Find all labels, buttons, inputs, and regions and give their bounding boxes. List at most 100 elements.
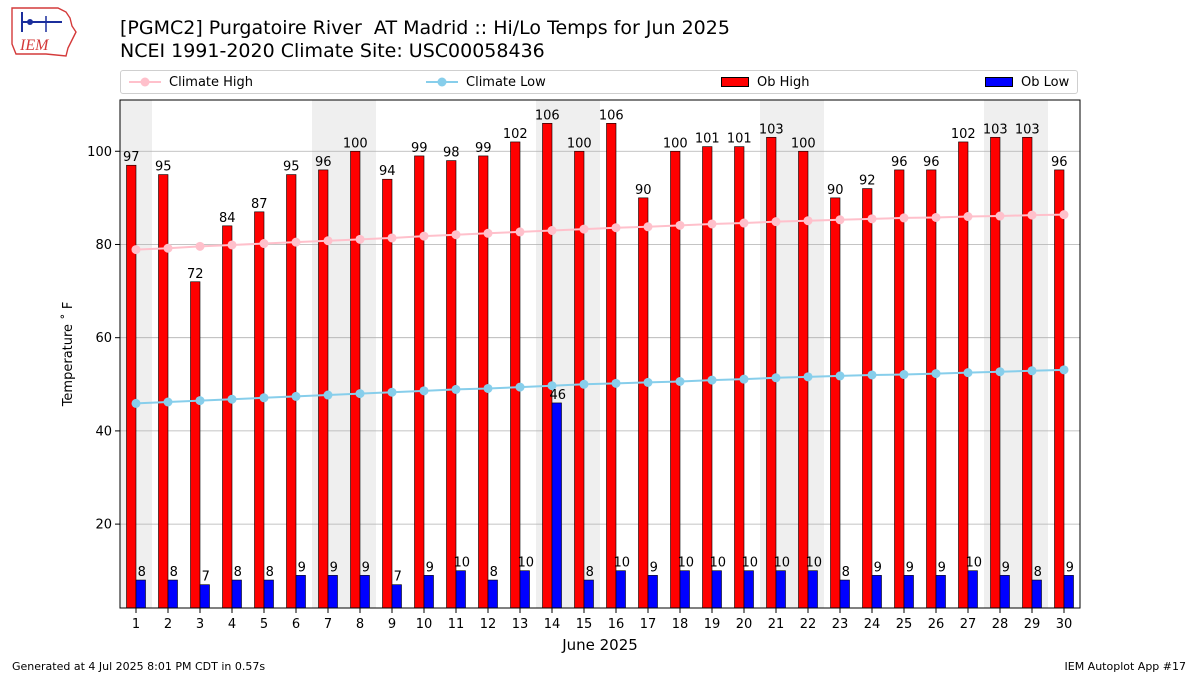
- climate-high-point: [131, 245, 141, 255]
- climate-high-point: [451, 230, 461, 240]
- x-tick-label: 3: [196, 617, 204, 632]
- ob-low-bar: [775, 570, 786, 609]
- ob-low-bar: [903, 575, 914, 609]
- iem-logo: IEM: [11, 7, 77, 57]
- ob-high-value-label: 106: [535, 108, 560, 123]
- x-tick-label: 11: [448, 617, 465, 632]
- ob-high-value-label: 84: [219, 211, 236, 226]
- climate-low-point: [483, 383, 493, 393]
- climate-high-point: [963, 212, 973, 222]
- climate-high-point: [1027, 210, 1037, 220]
- ob-low-value-label: 7: [394, 570, 402, 585]
- climate-low-point: [419, 386, 429, 396]
- ob-high-value-label: 90: [827, 183, 844, 198]
- legend-ob-high: Ob High: [721, 71, 810, 93]
- ob-low-bar: [327, 575, 338, 609]
- climate-low-point: [867, 370, 877, 380]
- y-tick-label: 100: [87, 145, 112, 160]
- ob-low-value-label: 10: [805, 556, 822, 571]
- climate-low-point: [803, 372, 813, 382]
- ob-low-bar: [359, 575, 370, 609]
- climate-low-point: [963, 368, 973, 378]
- x-tick-label: 5: [260, 617, 268, 632]
- ob-low-swatch-icon: [985, 77, 1013, 87]
- legend-climate-low: Climate Low: [426, 71, 546, 93]
- ob-high-bar: [926, 169, 937, 609]
- ob-high-value-label: 106: [599, 108, 624, 123]
- ob-high-value-label: 72: [187, 267, 204, 282]
- climate-low-point: [771, 373, 781, 383]
- climate-high-point: [739, 218, 749, 228]
- plot-frame: [119, 99, 1081, 609]
- ob-high-bar: [894, 169, 905, 609]
- ob-low-bar: [871, 575, 882, 609]
- ob-low-value-label: 10: [773, 556, 790, 571]
- ob-high-bar: [542, 123, 553, 609]
- ob-high-value-label: 100: [343, 136, 368, 151]
- climate-low-point: [1027, 366, 1037, 376]
- ob-high-bar: [478, 155, 489, 609]
- climate-high-point: [803, 216, 813, 226]
- ob-high-value-label: 95: [155, 160, 172, 175]
- chart-title: [PGMC2] Purgatoire River AT Madrid :: Hi…: [120, 17, 730, 39]
- x-tick-label: 10: [416, 617, 433, 632]
- climate-low-point: [547, 381, 557, 391]
- climate-low-point: [387, 387, 397, 397]
- climate-low-point: [643, 377, 653, 387]
- climate-high-point: [707, 219, 717, 229]
- ob-high-value-label: 95: [283, 160, 300, 175]
- ob-low-value-label: 8: [170, 565, 178, 580]
- x-tick-label: 1: [132, 617, 140, 632]
- climate-low-point: [195, 396, 205, 406]
- ob-low-bar: [711, 570, 722, 609]
- climate-high-point: [611, 223, 621, 233]
- x-tick-label: 25: [896, 617, 913, 632]
- x-tick-label: 26: [928, 617, 945, 632]
- ob-low-bar: [743, 570, 754, 609]
- legend-ob-high-label: Ob High: [757, 74, 810, 90]
- x-tick-label: 8: [356, 617, 364, 632]
- ob-high-value-label: 96: [1051, 155, 1068, 170]
- ob-low-value-label: 10: [517, 556, 534, 571]
- ob-high-value-label: 102: [503, 127, 528, 142]
- ob-high-value-label: 99: [475, 141, 492, 156]
- ob-low-bar: [999, 575, 1010, 609]
- ob-low-bar: [583, 579, 594, 609]
- ob-high-value-label: 94: [379, 164, 396, 179]
- ob-low-value-label: 10: [965, 556, 982, 571]
- climate-high-point: [291, 237, 301, 247]
- x-tick-label: 21: [768, 617, 785, 632]
- ob-low-bar: [615, 570, 626, 609]
- x-tick-label: 27: [960, 617, 977, 632]
- ob-high-value-label: 103: [1015, 122, 1040, 137]
- climate-high-point: [387, 233, 397, 243]
- ob-high-value-label: 96: [923, 155, 940, 170]
- ob-high-bar: [190, 281, 201, 609]
- ob-high-value-label: 96: [891, 155, 908, 170]
- x-tick-label: 20: [736, 617, 753, 632]
- ob-low-value-label: 7: [202, 570, 210, 585]
- climate-high-point: [899, 213, 909, 223]
- climate-low-marker-icon: [426, 77, 458, 87]
- x-tick-label: 4: [228, 617, 236, 632]
- ob-high-bar: [446, 160, 457, 609]
- y-axis-label: Temperature ˚ F: [60, 302, 76, 408]
- ob-high-value-label: 90: [635, 183, 652, 198]
- x-tick-label: 16: [608, 617, 625, 632]
- ob-high-value-label: 92: [859, 174, 876, 189]
- ob-high-value-label: 100: [663, 136, 688, 151]
- climate-high-point: [515, 227, 525, 237]
- ob-low-value-label: 8: [266, 565, 274, 580]
- ob-high-value-label: 87: [251, 197, 268, 212]
- climate-high-point: [643, 222, 653, 232]
- climate-high-point: [259, 239, 269, 249]
- climate-high-point: [771, 217, 781, 227]
- climate-low-point: [355, 389, 365, 399]
- x-tick-label: 12: [480, 617, 497, 632]
- ob-low-value-label: 8: [490, 565, 498, 580]
- x-tick-label: 29: [1024, 617, 1041, 632]
- ob-high-bar: [830, 197, 841, 609]
- ob-low-bar: [263, 579, 274, 609]
- x-tick-label: 15: [576, 617, 593, 632]
- ob-high-bar: [510, 141, 521, 609]
